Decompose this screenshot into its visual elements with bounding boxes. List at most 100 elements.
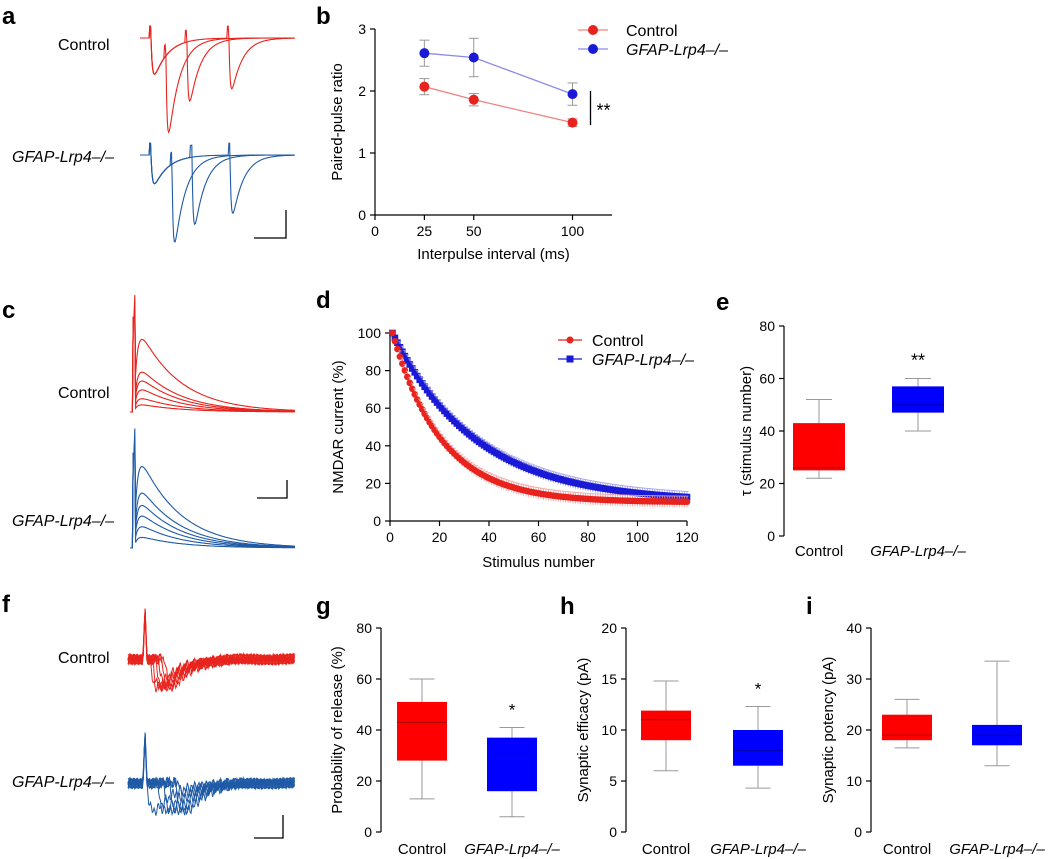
e-significance-label: **: [911, 351, 925, 371]
d-legend-label: GFAP-Lrp4–/–: [592, 352, 694, 369]
trace-f-control: [127, 608, 295, 692]
g-category-label: Control: [398, 841, 446, 858]
panel-label-h: h: [560, 593, 575, 620]
b-point: [419, 48, 430, 59]
b-point: [419, 81, 430, 92]
d-y-tick-label: 20: [365, 475, 381, 491]
trace-a-control: [140, 25, 295, 134]
trace-c-mutant: [130, 449, 295, 549]
trace-c-control: [130, 312, 295, 413]
trace-label-control-a: Control: [58, 37, 110, 54]
scale-bar-c: [257, 480, 288, 499]
g-y-tick-label: 40: [356, 722, 372, 738]
e-category-label: GFAP-Lrp4–/–: [870, 543, 966, 560]
d-point: [408, 365, 416, 372]
b-legend-marker: [588, 44, 598, 54]
trace-f-mutant: [127, 732, 295, 815]
b-x-label: Interpulse interval (ms): [417, 246, 570, 263]
d-point: [683, 498, 691, 506]
b-legend-marker: [588, 25, 598, 35]
d-x-tick-label: 40: [481, 529, 497, 545]
e-y-tick-label: 80: [759, 318, 775, 334]
scale-bar-f: [254, 815, 284, 839]
d-point: [406, 379, 414, 387]
e-box: [892, 386, 944, 413]
d-point: [411, 369, 419, 376]
e-y-label: τ (stimulus number): [738, 366, 755, 496]
g-box: [487, 737, 537, 792]
i-y-tick-label: 0: [854, 824, 862, 840]
d-x-tick-label: 60: [531, 529, 547, 545]
d-x-label: Stimulus number: [482, 554, 595, 571]
b-y-tick-label: 0: [358, 207, 366, 223]
chart-release-probability-box: 0 20 40 60 80 Probability of release (%) Contr…: [329, 620, 560, 858]
trace-f-mutant: [127, 734, 295, 817]
b-y-label: Paired-pulse ratio: [329, 63, 346, 181]
trace-label-mutant-a: GFAP-Lrp4–/–: [12, 149, 114, 166]
trace-f-control: [127, 610, 295, 691]
d-point: [391, 334, 399, 342]
trace-a-mutant: [140, 142, 295, 214]
b-y-tick-label: 3: [358, 21, 366, 37]
e-category-label: Control: [795, 543, 843, 560]
panel-label-b: b: [316, 3, 331, 30]
trace-label-mutant-c: GFAP-Lrp4–/–: [12, 513, 114, 530]
trace-c-control: [130, 310, 295, 413]
panel-label-i: i: [806, 593, 813, 620]
d-point: [408, 385, 416, 393]
i-y-tick-label: 10: [846, 773, 862, 789]
b-x-tick-label: 100: [561, 223, 585, 239]
d-point: [404, 373, 411, 381]
d-point: [399, 360, 406, 367]
d-point: [401, 367, 409, 374]
b-point: [468, 94, 479, 105]
trace-f-control: [127, 613, 295, 693]
h-y-label: Synaptic efficacy (pA): [575, 658, 592, 803]
d-point: [391, 337, 399, 345]
b-x-tick-label: 0: [371, 223, 379, 239]
i-y-tick-label: 30: [846, 671, 862, 687]
d-legend-label: Control: [592, 333, 644, 350]
trace-a-mutant: [140, 142, 295, 243]
g-y-label: Probability of release (%): [329, 646, 346, 814]
i-y-label: Synaptic potency (pA): [820, 657, 837, 804]
d-y-tick-label: 60: [365, 400, 381, 416]
trace-c-control: [130, 304, 295, 413]
panel-label-e: e: [716, 289, 729, 316]
d-legend-marker: [566, 355, 574, 363]
chart-synaptic-efficacy-box: 0 5 10 15 20 Synaptic efficacy (pA) Control GFA…: [575, 620, 806, 858]
d-point: [413, 396, 421, 403]
b-point: [567, 89, 578, 100]
d-y-label: NMDAR current (%): [330, 360, 347, 493]
g-y-tick-label: 60: [356, 671, 372, 687]
electrophysiology-traces: [127, 25, 295, 839]
d-point: [401, 352, 409, 360]
trace-f-mutant: [127, 734, 295, 816]
i-box: [882, 714, 932, 741]
trace-f-control: [127, 608, 295, 692]
h-box: [733, 730, 783, 766]
d-x-tick-label: 120: [675, 529, 699, 545]
d-point: [416, 376, 423, 384]
panel-label-g: g: [316, 593, 331, 620]
trace-a-control: [140, 25, 295, 90]
e-y-tick-label: 20: [759, 476, 775, 492]
chart-synaptic-potency-box: 0 10 20 30 40 Synaptic potency (pA) Control GFA…: [820, 620, 1045, 858]
h-significance-label: *: [755, 680, 762, 699]
b-legend-label: Control: [626, 23, 678, 40]
b-x-tick-label: 25: [417, 223, 433, 239]
b-series-line: [424, 86, 573, 124]
d-legend-marker: [566, 336, 574, 344]
chart-tau-box: 0 20 40 60 80 τ (stimulus number) Control GFAP-…: [738, 318, 966, 560]
d-point: [389, 329, 396, 337]
trace-label-mutant-f: GFAP-Lrp4–/–: [12, 774, 114, 791]
g-significance-label: *: [509, 700, 516, 719]
trace-label-control-c: Control: [58, 385, 110, 402]
b-y-tick-label: 1: [358, 145, 366, 161]
e-y-tick-label: 0: [767, 528, 775, 544]
d-x-tick-label: 80: [580, 529, 596, 545]
e-box: [793, 423, 845, 471]
panel-label-c: c: [2, 297, 15, 324]
h-y-tick-label: 20: [601, 620, 617, 636]
panel-label-d: d: [316, 287, 331, 314]
